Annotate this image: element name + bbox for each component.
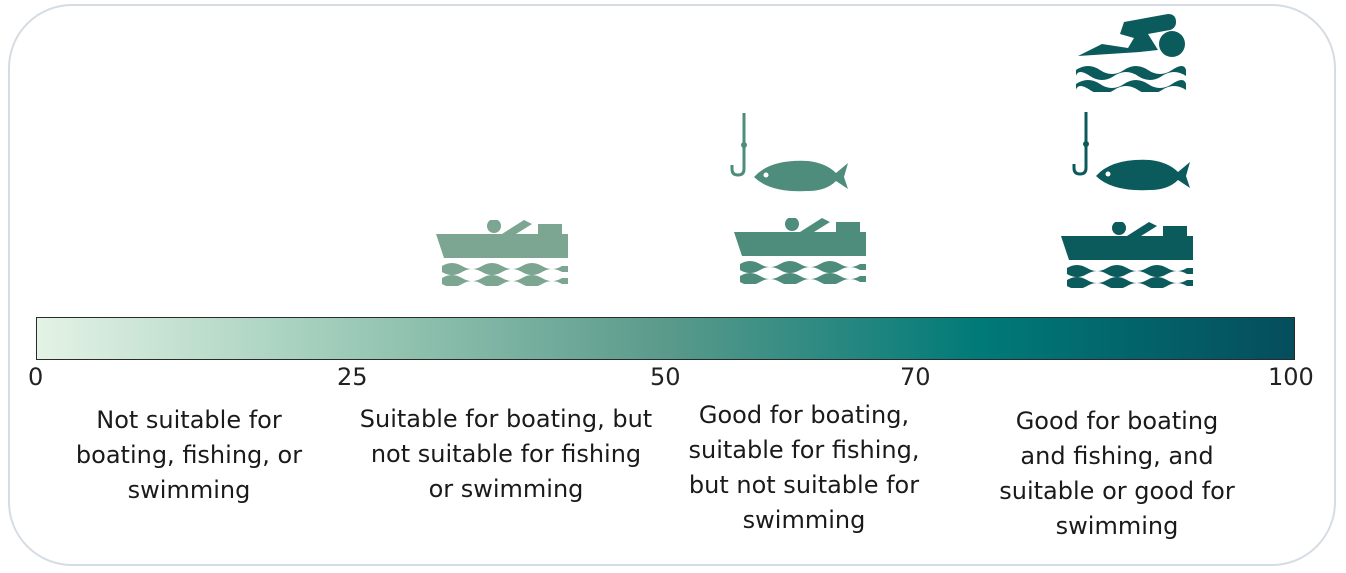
boat-icon <box>1061 222 1193 288</box>
fish-hook-icon <box>730 113 850 193</box>
category-description-0: Not suitable for boating, fishing, or sw… <box>58 403 320 508</box>
scale-tick-100: 100 <box>1268 363 1314 391</box>
desc-line: swimming <box>1055 512 1179 540</box>
desc-line: swimming <box>742 506 866 534</box>
boat-icon <box>436 220 568 286</box>
scale-tick-0: 0 <box>28 363 44 391</box>
swimmer-icon <box>1076 14 1186 92</box>
desc-line: Suitable for boating, but <box>359 405 653 433</box>
desc-line: Good for boating, <box>698 401 910 429</box>
desc-line: but not suitable for <box>688 471 920 499</box>
category-description-2: Good for boating, suitable for fishing, … <box>670 398 938 538</box>
desc-line: boating, fishing, or <box>75 441 303 469</box>
scale-tick-50: 50 <box>650 363 681 391</box>
gradient-scale-bar <box>36 317 1295 360</box>
desc-line: suitable for fishing, <box>688 436 920 464</box>
category-description-3: Good for boating and fishing, and suitab… <box>982 404 1252 544</box>
desc-line: suitable or good for <box>999 477 1235 505</box>
fish-hook-icon <box>1072 112 1192 192</box>
desc-line: and fishing, and <box>1020 442 1214 470</box>
desc-line: Good for boating <box>1015 407 1219 435</box>
desc-line: swimming <box>127 476 251 504</box>
legend-frame <box>8 4 1336 566</box>
desc-line: Not suitable for <box>96 406 282 434</box>
scale-tick-70: 70 <box>900 363 931 391</box>
boat-icon <box>734 218 866 284</box>
desc-line: or swimming <box>428 475 584 503</box>
scale-tick-25: 25 <box>337 363 368 391</box>
desc-line: not suitable for fishing <box>370 440 642 468</box>
category-description-1: Suitable for boating, but not suitable f… <box>350 402 662 507</box>
